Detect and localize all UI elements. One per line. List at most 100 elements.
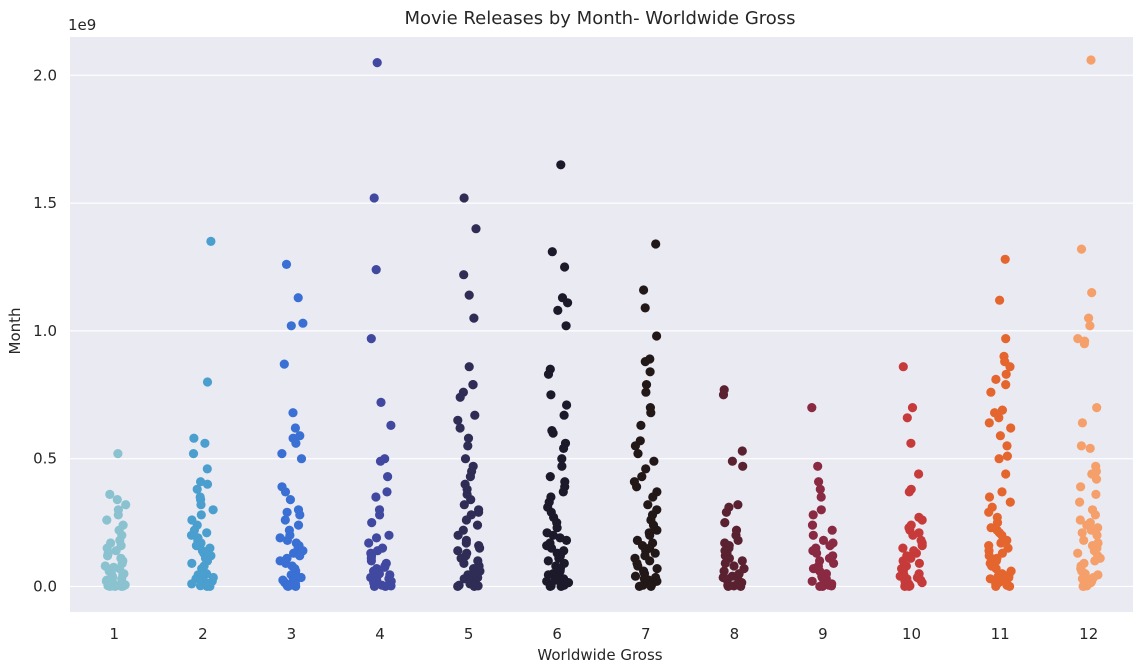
data-point [386, 420, 396, 430]
data-point [296, 454, 307, 464]
data-point [202, 479, 213, 489]
data-point [545, 472, 555, 482]
data-point [295, 551, 305, 561]
y-tick-label: 2.0 [33, 66, 57, 84]
data-point [295, 510, 305, 520]
data-point [468, 380, 478, 390]
data-point [1001, 369, 1011, 379]
data-point [366, 556, 376, 566]
data-point [816, 492, 826, 502]
data-point [280, 515, 290, 525]
data-point [369, 193, 379, 203]
data-point [733, 535, 743, 546]
data-point [633, 449, 643, 459]
data-point [461, 538, 471, 548]
data-point [196, 477, 206, 487]
data-point [463, 441, 473, 451]
data-point [279, 359, 289, 369]
x-tick-label: 5 [464, 625, 474, 643]
data-point [202, 528, 212, 538]
data-point [208, 505, 218, 515]
data-point [545, 581, 555, 592]
data-point [459, 270, 469, 280]
data-point [557, 454, 567, 464]
y-axis-label: Month [6, 307, 24, 354]
data-point [718, 390, 729, 400]
data-point [813, 461, 823, 471]
data-point [380, 562, 390, 572]
data-point [371, 265, 381, 275]
data-point [558, 487, 568, 497]
data-point [380, 581, 390, 592]
data-point [995, 431, 1006, 441]
data-point [991, 374, 1001, 384]
data-point [471, 224, 481, 234]
data-point [453, 581, 463, 592]
x-tick-label: 4 [375, 625, 385, 643]
data-point [281, 259, 292, 269]
data-point [291, 581, 301, 592]
data-point [559, 443, 569, 453]
data-point [455, 423, 465, 433]
data-point [561, 535, 572, 546]
data-point [645, 530, 655, 540]
data-point [818, 535, 829, 546]
plot-background [70, 37, 1133, 612]
data-point [548, 428, 558, 438]
data-point [812, 548, 822, 558]
y-tick-labels: 0.0 0.5 1.0 1.5 2.0 [33, 66, 57, 595]
data-point [188, 449, 199, 459]
data-point [1084, 313, 1094, 323]
data-point [543, 369, 554, 379]
data-point [200, 438, 210, 448]
data-point [112, 495, 122, 505]
data-point [652, 331, 662, 341]
data-point [1075, 515, 1085, 525]
data-point [543, 556, 553, 566]
data-point [641, 380, 652, 390]
data-point [384, 530, 394, 540]
data-point [995, 295, 1005, 305]
x-tick-label: 11 [991, 625, 1010, 643]
data-point [720, 518, 730, 528]
data-point [562, 400, 572, 410]
data-point [1006, 423, 1016, 433]
data-point [103, 551, 113, 561]
data-point [1085, 321, 1095, 331]
data-point [1075, 497, 1085, 507]
y-tick-label: 1.0 [33, 322, 57, 340]
data-point [736, 581, 746, 592]
data-points [100, 55, 1105, 592]
data-point [563, 298, 573, 308]
data-point [191, 541, 201, 551]
data-point [113, 510, 123, 520]
x-tick-label: 1 [110, 625, 120, 643]
data-point [463, 433, 474, 443]
data-point [559, 410, 569, 420]
data-point [649, 456, 659, 466]
data-point [814, 477, 824, 487]
data-point [906, 553, 916, 563]
data-point [807, 520, 818, 530]
data-point [1076, 244, 1087, 254]
data-point [455, 392, 465, 402]
data-point [1073, 548, 1083, 558]
data-point [650, 548, 660, 558]
data-point [643, 500, 653, 510]
data-point [102, 515, 112, 525]
gridlines [70, 74, 1133, 588]
data-point [282, 535, 292, 546]
data-point [369, 581, 379, 592]
data-point [994, 413, 1004, 423]
data-point [548, 530, 558, 540]
data-point [738, 461, 748, 471]
data-point [1079, 535, 1089, 546]
data-point [914, 469, 924, 479]
data-point [827, 525, 837, 535]
data-point [285, 495, 295, 505]
data-point [914, 558, 925, 569]
data-point [196, 500, 206, 510]
data-point [646, 581, 656, 592]
data-point [1002, 441, 1012, 451]
data-point [1086, 55, 1096, 65]
